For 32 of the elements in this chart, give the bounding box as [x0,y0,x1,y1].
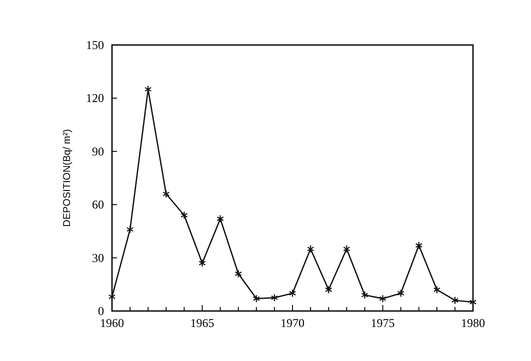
point [325,286,332,294]
point [180,211,188,220]
y-tick-label: 30 [92,250,104,265]
point [126,225,134,234]
point [379,294,386,303]
y-tick-label: 90 [92,144,104,158]
point [433,286,440,294]
y-axis-title: DEPOSITION(Bq/ m²) [62,129,73,227]
point [397,289,404,298]
x-tick-label: 1960 [100,316,124,330]
point [469,298,477,306]
y-tick-label: 150 [86,38,104,52]
x-tick-label: 1965 [190,316,214,330]
point [162,190,170,198]
point [361,290,368,300]
y-tick-label: 60 [92,198,104,212]
point [451,296,459,304]
x-tick-label: 1980 [461,316,485,330]
y-tick-label: 0 [98,304,104,318]
point [288,289,296,298]
point [270,294,278,302]
point [415,241,422,250]
point [234,270,242,278]
point [343,244,350,253]
x-tick-label: 1975 [370,316,395,330]
y-tick-label: 120 [86,91,104,106]
x-tick-label: 1970 [280,316,304,330]
point [108,292,116,301]
point [216,214,224,223]
point [198,259,206,268]
point [306,244,314,253]
point [252,294,260,303]
